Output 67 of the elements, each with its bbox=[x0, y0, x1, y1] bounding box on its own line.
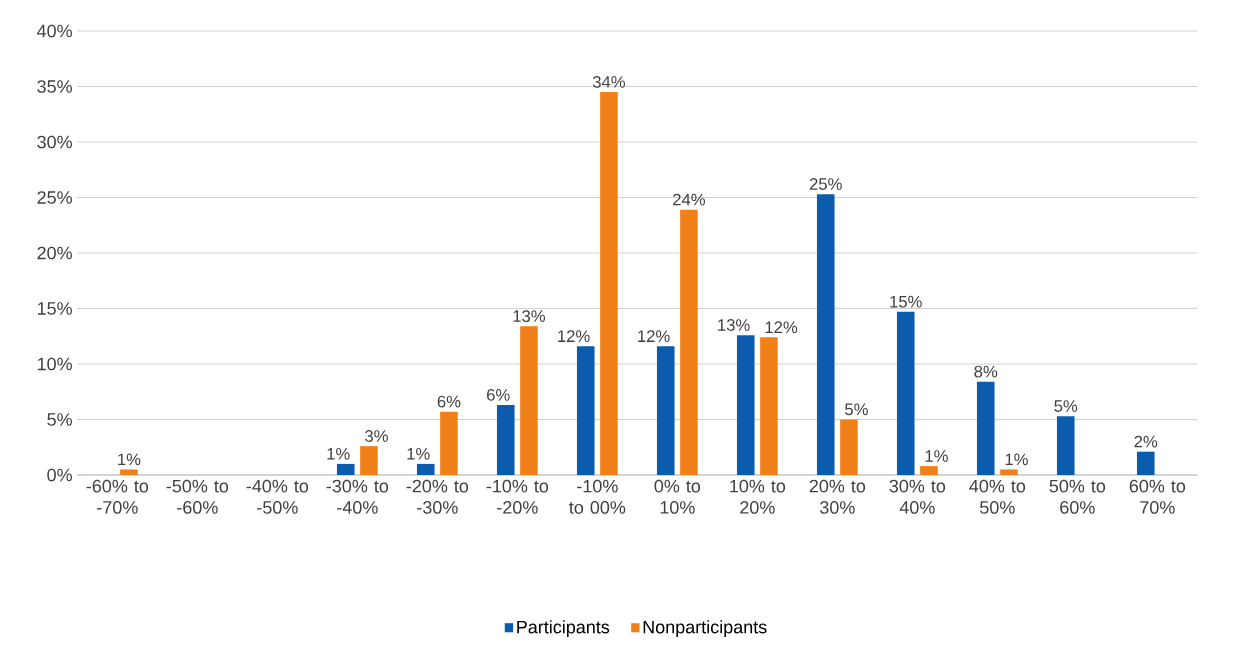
data-label: 34% bbox=[592, 76, 626, 88]
x-tick-label: 20% to 30% bbox=[809, 479, 866, 514]
bar bbox=[656, 346, 675, 475]
y-tick-label: 35% bbox=[37, 80, 72, 93]
x-tick-label: 40% to 50% bbox=[969, 479, 1026, 514]
bar bbox=[120, 469, 138, 475]
bar bbox=[416, 463, 435, 475]
bar bbox=[680, 209, 698, 475]
bar bbox=[1056, 416, 1075, 475]
data-label: 24% bbox=[673, 193, 706, 206]
bar bbox=[520, 326, 538, 475]
bar bbox=[600, 92, 618, 475]
data-label: 1% bbox=[1005, 453, 1028, 466]
data-label: 1% bbox=[407, 447, 430, 460]
bar bbox=[1000, 469, 1018, 475]
data-label: 6% bbox=[437, 395, 461, 408]
bar bbox=[896, 311, 915, 475]
x-tick-label: 10% to 20% bbox=[730, 479, 786, 514]
bar bbox=[736, 335, 755, 475]
data-label: 1% bbox=[118, 453, 141, 466]
data-label: 12% bbox=[765, 321, 798, 334]
bar bbox=[816, 194, 835, 475]
data-label: 5% bbox=[845, 403, 868, 416]
data-label: 12% bbox=[558, 330, 590, 342]
bar bbox=[336, 463, 355, 475]
data-label: 13% bbox=[513, 310, 546, 322]
data-label: 1% bbox=[327, 447, 350, 460]
data-label: 13% bbox=[718, 319, 750, 331]
bar bbox=[576, 346, 595, 475]
y-tick-label: 40% bbox=[37, 24, 72, 38]
data-label: 5% bbox=[1054, 400, 1078, 412]
data-label: 25% bbox=[809, 178, 842, 190]
bar bbox=[760, 337, 778, 475]
x-tick-label: 0% to 10% bbox=[654, 479, 701, 514]
x-tick-label: -30% to -40% bbox=[326, 479, 389, 514]
x-tick-label: 30% to 40% bbox=[889, 479, 946, 514]
x-tick-label: -40% to -50% bbox=[246, 479, 309, 514]
bar bbox=[360, 446, 378, 475]
y-tick-label: 10% bbox=[37, 357, 72, 371]
legend-label: Nonparticipants bbox=[643, 620, 767, 637]
x-tick-label: -10% to 00% bbox=[569, 479, 626, 514]
bar bbox=[440, 411, 458, 475]
data-label: 6% bbox=[487, 389, 510, 401]
bar bbox=[1136, 451, 1155, 475]
bar bbox=[496, 405, 515, 475]
data-label: 1% bbox=[925, 450, 948, 462]
x-tick-label: -50% to -60% bbox=[166, 479, 229, 514]
y-tick-label: 20% bbox=[37, 246, 72, 260]
legend-label: Participants bbox=[517, 620, 610, 637]
data-label: 12% bbox=[638, 330, 670, 342]
x-tick-label: -60% to -70% bbox=[86, 479, 149, 514]
x-tick-label: 50% to 60% bbox=[1049, 479, 1106, 514]
y-tick-label: 15% bbox=[37, 302, 72, 315]
y-tick-label: 30% bbox=[37, 135, 72, 149]
bar bbox=[840, 419, 858, 475]
x-tick-label: -10% to -20% bbox=[486, 479, 549, 514]
y-tick-label: 5% bbox=[47, 413, 72, 426]
bar bbox=[920, 466, 938, 475]
x-tick-label: -20% to -30% bbox=[406, 479, 469, 514]
data-label: 8% bbox=[974, 365, 998, 378]
data-label: 3% bbox=[365, 430, 388, 442]
data-label: 2% bbox=[1134, 435, 1158, 448]
y-tick-label: 0% bbox=[47, 468, 72, 482]
data-label: 15% bbox=[890, 295, 922, 308]
x-tick-label: 60% to 70% bbox=[1129, 479, 1186, 514]
bar bbox=[976, 381, 995, 475]
y-tick-label: 25% bbox=[37, 191, 72, 204]
